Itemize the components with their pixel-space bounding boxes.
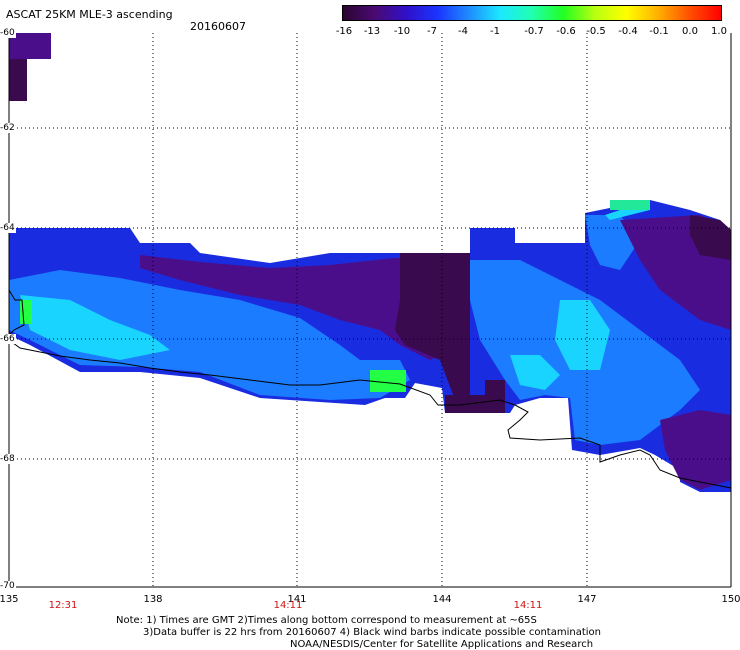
colorbar-tick-label: -1	[490, 26, 500, 37]
colorbar-tick-label: -0.7	[524, 26, 544, 37]
colorbar-tick-label: -0.1	[649, 26, 669, 37]
longitude-label: 138	[143, 594, 163, 605]
colorbar-tick-label: -0.5	[586, 26, 606, 37]
colorbar-tick-label: -4	[458, 26, 468, 37]
colorbar-tick-label: 1.0	[711, 26, 727, 37]
graticule	[8, 33, 732, 588]
map-date: 20160607	[190, 20, 246, 33]
swath-cell	[9, 59, 27, 101]
swath-green	[370, 370, 406, 392]
latitude-label: -70	[0, 581, 16, 591]
latitude-label: -60	[0, 28, 16, 38]
note-line-2: 3)Data buffer is 22 hrs from 20160607 4)…	[143, 627, 601, 638]
latitude-label: -68	[0, 454, 16, 464]
longitude-label: 144	[432, 594, 452, 605]
swath-dark-purple	[395, 253, 470, 400]
swath-cyan	[555, 300, 610, 370]
pass-time-label: 14:11	[273, 600, 303, 611]
pass-time-label: 14:11	[513, 600, 543, 611]
map-title: ASCAT 25KM MLE-3 ascending	[6, 8, 173, 21]
colorbar-tick-label: -10	[393, 26, 411, 37]
latitude-label: -66	[0, 334, 16, 344]
note-line-1: Note: 1) Times are GMT 2)Times along bot…	[116, 615, 537, 626]
swath-light-blue	[9, 270, 410, 400]
note-line-3: NOAA/NESDIS/Center for Satellite Applica…	[290, 639, 594, 650]
swath-cell	[9, 33, 51, 59]
latitude-label: -64	[0, 223, 16, 233]
colorbar-tick-label: -0.4	[618, 26, 638, 37]
colorbar-tick-label: 0.0	[682, 26, 698, 37]
longitude-label: 147	[577, 594, 597, 605]
colorbar-tick-label: -16	[335, 26, 353, 37]
swath-green	[610, 200, 650, 210]
longitude-label: 141	[287, 594, 307, 605]
color-scale-bar	[342, 5, 722, 21]
latitude-label: -62	[0, 123, 16, 133]
swath-purple	[660, 410, 731, 490]
coastline	[8, 289, 732, 489]
data-swath	[9, 33, 731, 492]
pass-time-label: 12:31	[48, 600, 78, 611]
swath-cell	[485, 380, 505, 410]
longitude-label: 150	[721, 594, 740, 605]
colorbar-tick-label: -7	[427, 26, 437, 37]
swath-dark-purple	[690, 215, 731, 260]
colorbar-tick-label: -13	[363, 26, 381, 37]
longitude-label: 135	[0, 594, 19, 605]
coastline-path	[8, 289, 732, 489]
swath-cyan	[510, 355, 560, 390]
swath-purple	[140, 255, 470, 360]
swath-cyan	[20, 295, 170, 360]
colorbar-tick-label: -0.6	[556, 26, 576, 37]
